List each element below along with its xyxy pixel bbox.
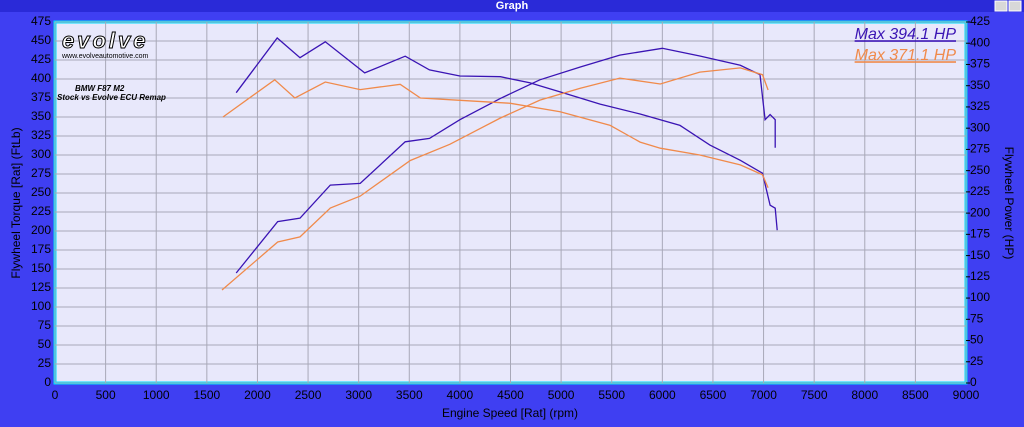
restore-button[interactable] xyxy=(994,0,1008,12)
x-tick-label: 7500 xyxy=(801,388,828,402)
y-tick-label: 75 xyxy=(38,318,52,332)
y2-tick-label: 25 xyxy=(970,354,984,368)
x-tick-label: 4000 xyxy=(447,388,474,402)
y-tick-label: 375 xyxy=(31,90,51,104)
x-tick-label: 8500 xyxy=(902,388,929,402)
y-tick-label: 425 xyxy=(31,52,51,66)
y2-tick-label: 325 xyxy=(970,99,990,113)
grid xyxy=(54,21,967,384)
y-tick-label: 350 xyxy=(31,109,51,123)
subtitle: Stock vs Evolve ECU Remap xyxy=(57,93,166,102)
y-tick-label: 250 xyxy=(31,185,51,199)
window-title: Graph xyxy=(496,0,529,12)
y2-axis-label: Flywheel Power (HP) xyxy=(1002,147,1016,260)
y2-tick-label: 300 xyxy=(970,120,990,134)
x-tick-label: 5000 xyxy=(548,388,575,402)
x-tick-label: 9000 xyxy=(953,388,980,402)
y-tick-label: 450 xyxy=(31,33,51,47)
close-button[interactable] xyxy=(1008,0,1022,12)
y2-tick-label: 0 xyxy=(970,375,977,389)
x-tick-label: 6000 xyxy=(649,388,676,402)
series-line xyxy=(235,47,776,274)
y-tick-label: 200 xyxy=(31,223,51,237)
y2-tick-label: 150 xyxy=(970,248,990,262)
x-tick-label: 4500 xyxy=(497,388,524,402)
x-tick-label: 5500 xyxy=(598,388,625,402)
x-tick-label: 3000 xyxy=(345,388,372,402)
y2-tick-label: 75 xyxy=(970,311,984,325)
y-tick-label: 475 xyxy=(31,14,51,28)
x-tick-label: 0 xyxy=(52,388,59,402)
x-tick-label: 500 xyxy=(96,388,116,402)
x-tick-label: 2500 xyxy=(295,388,322,402)
y2-tick-label: 250 xyxy=(970,163,990,177)
y2-tick-label: 350 xyxy=(970,78,990,92)
y2-tick-label: 275 xyxy=(970,142,990,156)
lines xyxy=(221,37,778,291)
y-tick-label: 275 xyxy=(31,166,51,180)
y2-tick-label: 425 xyxy=(970,14,990,28)
y-tick-label: 150 xyxy=(31,261,51,275)
logo: evolve xyxy=(62,28,149,53)
y2-tick-label: 375 xyxy=(970,57,990,71)
y-axis-label: Flywheel Torque [Rat] (FtLb) xyxy=(9,127,23,278)
y2-tick-label: 50 xyxy=(970,333,984,347)
x-tick-label: 3500 xyxy=(396,388,423,402)
max-annotation: Max 394.1 HP xyxy=(855,26,957,43)
y-tick-label: 25 xyxy=(38,356,52,370)
y2-tick-label: 400 xyxy=(970,35,990,49)
subtitle: BMW F87 M2 xyxy=(75,84,125,93)
y2-tick-label: 225 xyxy=(970,184,990,198)
y-tick-label: 325 xyxy=(31,128,51,142)
series-line xyxy=(235,37,778,231)
x-tick-label: 2000 xyxy=(244,388,271,402)
x-axis-label: Engine Speed [Rat] (rpm) xyxy=(442,406,578,420)
x-tick-label: 7000 xyxy=(750,388,777,402)
y-tick-label: 0 xyxy=(44,375,51,389)
y-tick-label: 50 xyxy=(38,337,52,351)
y-tick-label: 400 xyxy=(31,71,51,85)
y2-tick-label: 200 xyxy=(970,205,990,219)
y-tick-label: 125 xyxy=(31,280,51,294)
series-line xyxy=(222,78,769,188)
x-tick-label: 6500 xyxy=(700,388,727,402)
x-tick-label: 1000 xyxy=(143,388,170,402)
y2-tick-label: 100 xyxy=(970,290,990,304)
series-line xyxy=(221,67,769,291)
x-tick-label: 1500 xyxy=(193,388,220,402)
logo-url: www.evolveautomotive.com xyxy=(61,53,149,60)
max-annotation: Max 371.1 HP xyxy=(855,47,957,64)
x-tick-label: 8000 xyxy=(851,388,878,402)
y-tick-label: 225 xyxy=(31,204,51,218)
title-bar xyxy=(0,0,1024,12)
y-tick-label: 175 xyxy=(31,242,51,256)
y2-tick-label: 175 xyxy=(970,227,990,241)
y-tick-label: 300 xyxy=(31,147,51,161)
y-tick-label: 100 xyxy=(31,299,51,313)
y2-tick-label: 125 xyxy=(970,269,990,283)
